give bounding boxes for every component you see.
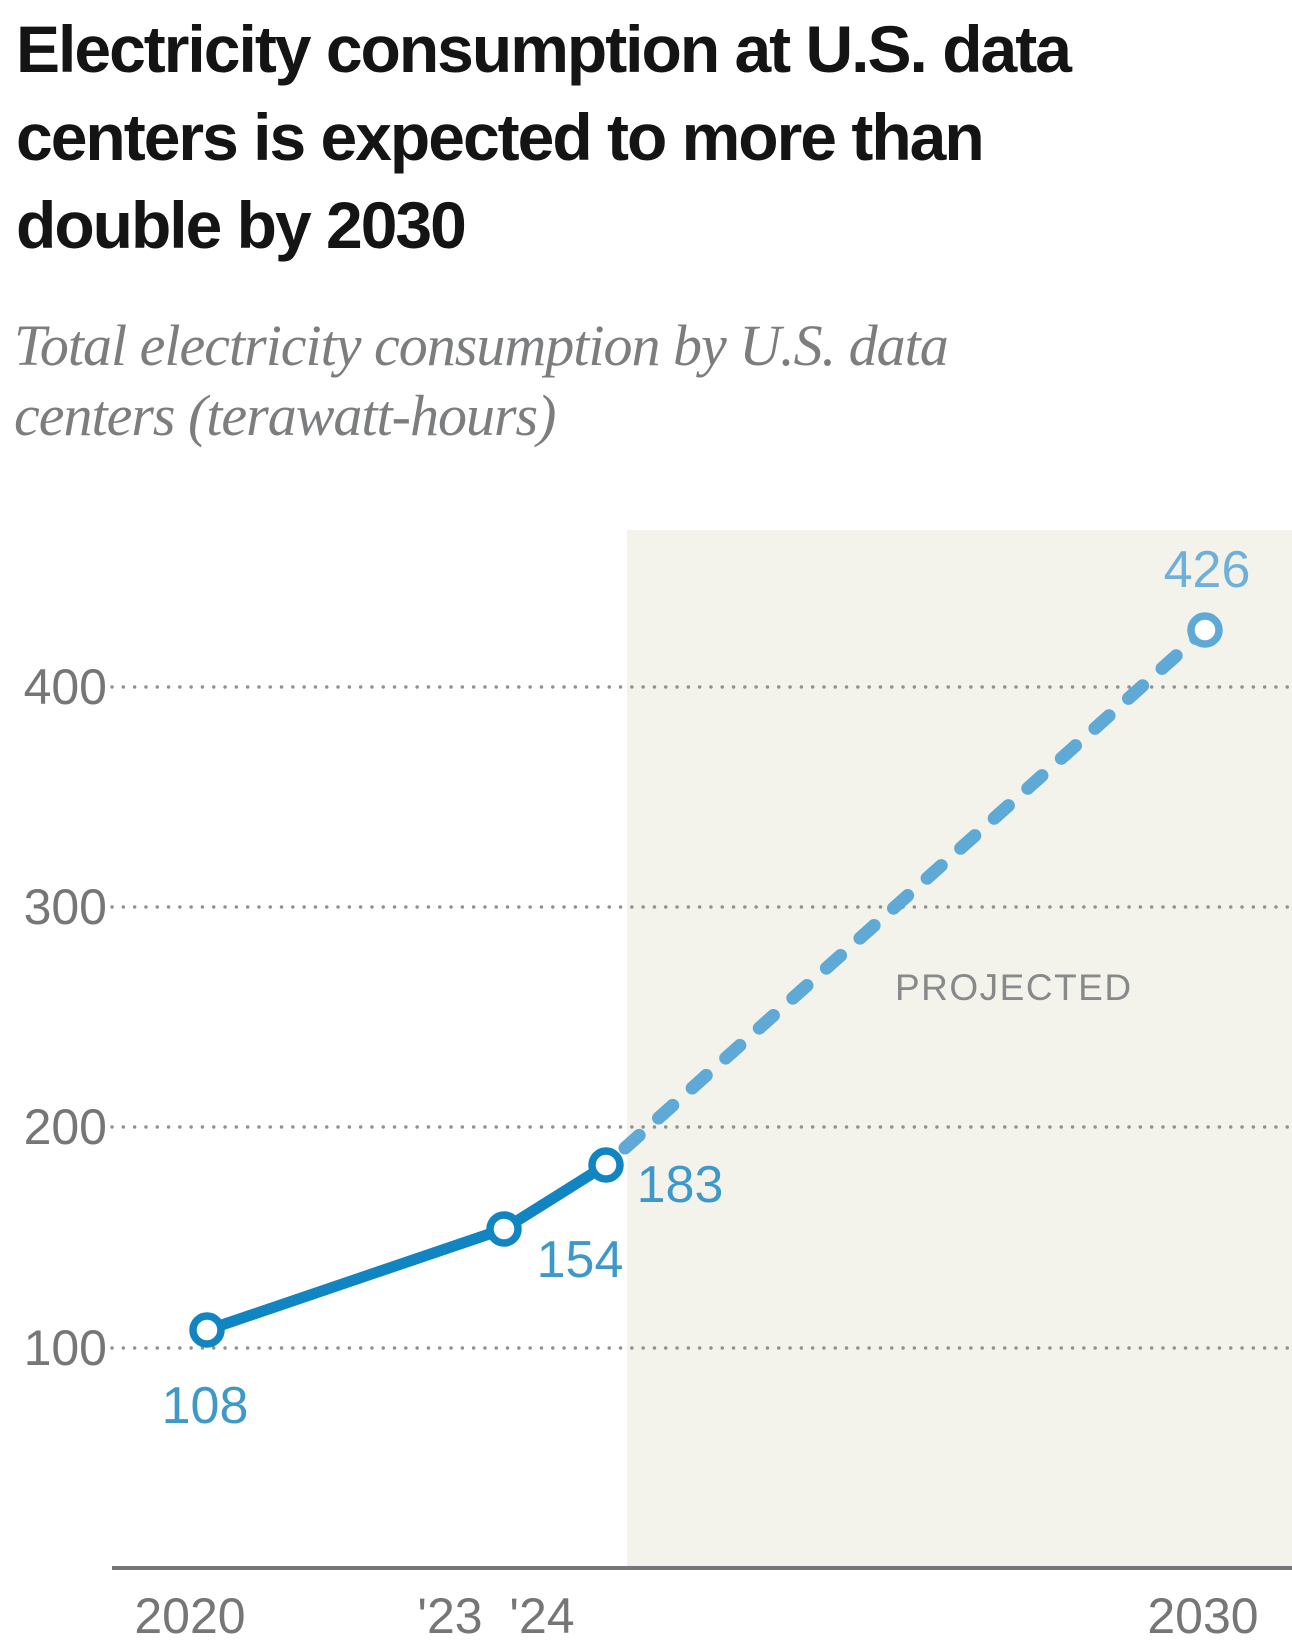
x-tick-23: '23 xyxy=(417,1588,482,1644)
y-tick-100: 100 xyxy=(24,1320,107,1376)
data-point-2023 xyxy=(486,1211,522,1247)
chart-subtitle: Total electricity consumption by U.S. da… xyxy=(14,313,949,448)
gridlines xyxy=(110,685,1292,1350)
chart-title: Electricity consumption at U.S. data cen… xyxy=(16,12,1075,262)
data-point-2030 xyxy=(1187,612,1223,648)
projected-series-line xyxy=(618,623,1212,1155)
chart-subtitle-line-2: centers (terawatt-hours) xyxy=(14,383,555,448)
value-label-2030: 426 xyxy=(1164,541,1251,599)
chart-title-line-2: centers is expected to more than xyxy=(16,100,983,174)
value-label-2024: 183 xyxy=(637,1156,724,1214)
data-point-labels: 108 154 183 426 xyxy=(162,541,1251,1435)
value-label-2023: 154 xyxy=(537,1231,624,1289)
x-tick-24: '24 xyxy=(509,1588,574,1644)
data-point-markers xyxy=(189,612,1223,1348)
projected-annotation: PROJECTED xyxy=(895,967,1133,1008)
y-axis-labels: 400 300 200 100 xyxy=(24,659,107,1376)
chart-title-line-1: Electricity consumption at U.S. data xyxy=(16,12,1073,86)
y-tick-200: 200 xyxy=(24,1099,107,1155)
value-label-2020: 108 xyxy=(162,1377,249,1435)
data-point-2024 xyxy=(588,1147,624,1183)
y-tick-400: 400 xyxy=(24,659,107,715)
data-point-2020 xyxy=(189,1312,225,1348)
y-tick-300: 300 xyxy=(24,879,107,935)
chart-subtitle-line-1: Total electricity consumption by U.S. da… xyxy=(14,313,948,378)
x-tick-2020: 2020 xyxy=(134,1588,245,1644)
x-tick-2030: 2030 xyxy=(1147,1588,1258,1644)
x-axis-labels: 2020 '23 '24 2030 xyxy=(134,1588,1258,1644)
chart-title-line-3: double by 2030 xyxy=(16,188,465,262)
